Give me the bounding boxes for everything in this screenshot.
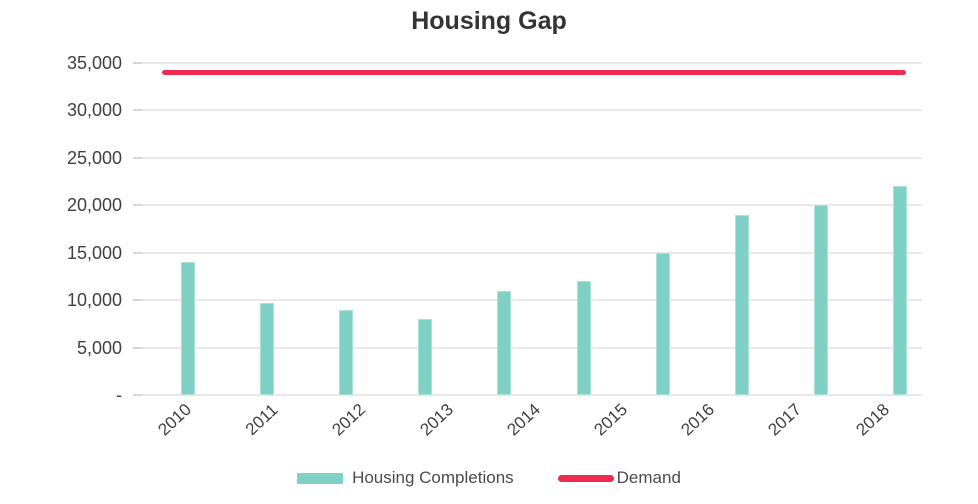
- y-axis-tick-label: 35,000: [66, 53, 122, 73]
- legend: Housing Completions Demand: [0, 461, 978, 495]
- y-axis-tick-icon: [133, 394, 142, 396]
- demand-line: [162, 69, 906, 75]
- x-axis-tick-label-2018: 2018: [851, 399, 893, 440]
- y-axis-tick-label: 25,000: [66, 147, 122, 168]
- y-axis-tick-icon: [133, 299, 142, 302]
- y-axis-tick-label: 5,000: [76, 337, 122, 358]
- x-axis-tick-label-2017: 2017: [764, 399, 806, 440]
- x-axis-tick-label-2015: 2015: [590, 399, 631, 440]
- x-axis-tick-label-2011: 2011: [241, 400, 282, 440]
- bar-2: [259, 302, 274, 395]
- bar-4: [418, 319, 433, 395]
- gridline-10,000: [133, 299, 922, 302]
- bar-6: [576, 281, 591, 395]
- bar-10: [893, 186, 908, 395]
- chart-title: Housing Gap: [411, 7, 567, 35]
- x-axis-tick-label-2016: 2016: [677, 399, 719, 440]
- y-axis-tick-label: 10,000: [66, 290, 122, 311]
- y-axis-tick-label: 20,000: [66, 195, 122, 216]
- gridline-20,000: [133, 204, 922, 207]
- y-axis-tick-label: -: [116, 385, 122, 405]
- bar-5: [497, 290, 512, 395]
- y-axis-tick-icon: [133, 62, 142, 64]
- x-axis-tick-label-2014: 2014: [503, 399, 544, 440]
- demand-line-swatch-icon: [557, 474, 614, 482]
- gridline-25,000: [133, 156, 922, 159]
- y-axis-tick-icon: [133, 109, 142, 112]
- x-axis-tick-label-2013: 2013: [415, 399, 457, 440]
- gridline--: [133, 394, 922, 396]
- y-axis-tick-label: 15,000: [66, 242, 122, 263]
- legend-item-demand: Demand: [557, 468, 681, 488]
- bar-8: [734, 214, 749, 395]
- gridline-15,000: [133, 251, 922, 254]
- bar-7: [655, 252, 670, 395]
- legend-label-demand: Demand: [616, 468, 681, 487]
- y-axis-tick-icon: [133, 346, 142, 349]
- x-axis-tick-label-2010: 2010: [154, 399, 195, 440]
- bar-3: [338, 309, 353, 395]
- legend-label-housing-completions: Housing Completions: [352, 468, 514, 487]
- gridline-35,000: [133, 62, 922, 64]
- gridline-5,000: [133, 346, 922, 349]
- y-axis-tick-icon: [133, 204, 142, 207]
- gridline-30,000: [133, 109, 922, 112]
- bar-9: [814, 205, 829, 395]
- y-axis-tick-label: 30,000: [66, 100, 122, 121]
- y-axis-tick-icon: [133, 156, 142, 159]
- y-axis-tick-icon: [133, 251, 142, 254]
- legend-item-housing-completions: Housing Completions: [297, 468, 514, 488]
- housing-completions-swatch-icon: [297, 472, 344, 484]
- x-axis-tick-label-2012: 2012: [328, 399, 370, 440]
- bar-1: [180, 262, 195, 395]
